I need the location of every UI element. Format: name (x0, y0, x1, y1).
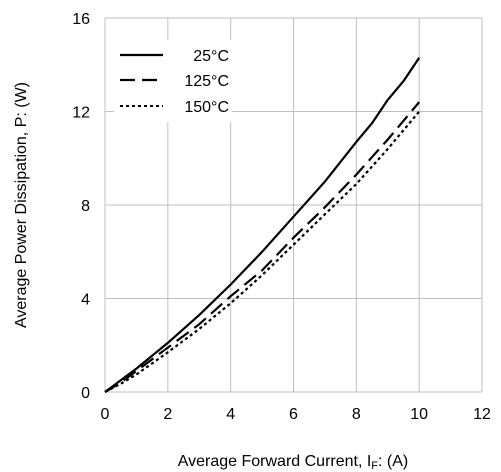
x-axis-title: Average Forward Current, IF: (A) (178, 453, 409, 472)
x-tick-label-6: 12 (473, 406, 491, 423)
x-tick-label-5: 10 (410, 406, 428, 423)
x-axis-title-main: Average Forward Current, I (178, 453, 372, 470)
y-tick-label-1: 4 (81, 292, 90, 309)
x-axis-title-subscript: F (371, 460, 378, 472)
y-tick-label-2: 8 (81, 198, 90, 215)
x-axis-title-tail: : (A) (378, 453, 408, 470)
y-axis-title: Average Power Dissipation, P: (W) (13, 82, 30, 328)
legend: 25°C 125°C 150°C (114, 40, 232, 122)
series-lines (104, 57, 421, 393)
x-tick-label-2: 4 (226, 406, 235, 423)
x-tick-label-4: 8 (352, 406, 361, 423)
y-tick-label-4: 16 (72, 11, 90, 28)
y-tick-label-3: 12 (72, 105, 90, 122)
legend-label-25c: 25°C (193, 48, 229, 65)
x-tick-label-3: 6 (289, 406, 298, 423)
x-tick-label-1: 2 (163, 406, 172, 423)
legend-label-150c: 150°C (184, 99, 229, 116)
legend-label-125c: 125°C (184, 73, 229, 90)
x-tick-label-0: 0 (101, 406, 110, 423)
tick-labels: 0 2 4 6 8 10 12 0 4 8 12 16 (72, 11, 491, 423)
series-line-150c (104, 110, 421, 393)
series-line-25c (104, 57, 421, 393)
series-line-125c (104, 101, 421, 393)
y-tick-label-0: 0 (81, 385, 90, 402)
